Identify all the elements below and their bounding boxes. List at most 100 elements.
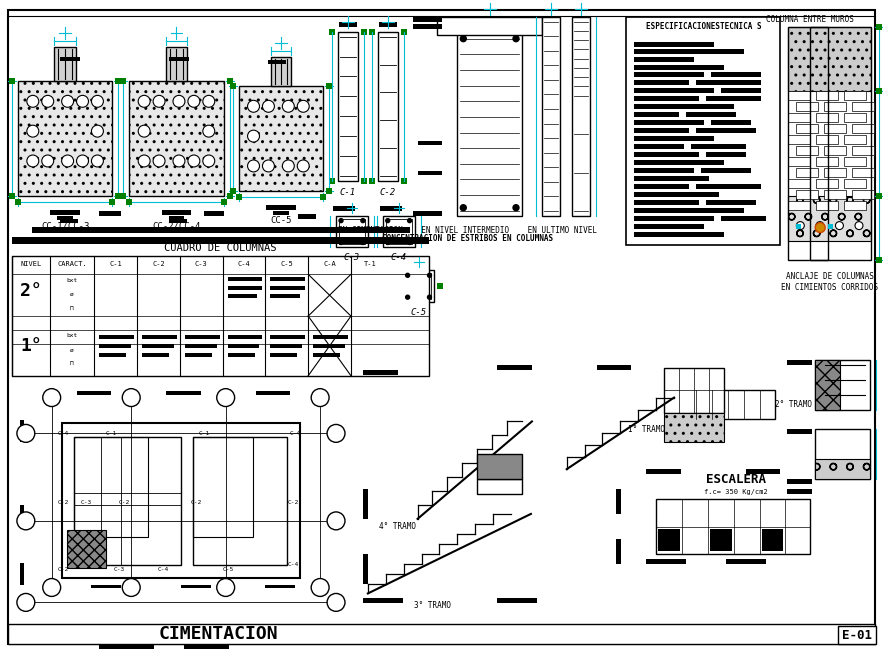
Text: ø: ø [69,292,74,297]
Bar [165,47,187,81]
Bar [226,79,233,85]
Bar [797,224,801,228]
Bar [91,584,122,588]
Circle shape [153,155,165,167]
Bar [711,73,760,77]
Bar [184,645,229,649]
Bar [185,344,217,348]
Circle shape [17,512,35,530]
Circle shape [17,424,35,442]
Bar [268,60,286,64]
Bar [417,171,442,175]
Bar [438,283,443,289]
Bar [844,135,866,144]
Bar [271,353,297,357]
Bar [162,210,192,215]
Bar [706,152,746,157]
Circle shape [17,594,35,611]
Bar [8,625,875,644]
Text: CONCENTRACION DE ESTRIBOS EN COLUMNAS: CONCENTRACION DE ESTRIBOS EN COLUMNAS [382,234,553,243]
Bar [369,178,375,184]
Text: ø: ø [69,348,74,352]
Bar [710,529,732,550]
Circle shape [202,155,215,167]
Circle shape [385,218,390,222]
Bar [789,135,810,144]
Circle shape [460,35,466,42]
Circle shape [123,388,140,407]
Circle shape [202,125,215,137]
Text: C-2: C-2 [119,501,130,506]
Bar [271,277,305,281]
Text: C-3: C-3 [344,253,360,262]
Text: COLUMNA ENTRE MUROS: COLUMNA ENTRE MUROS [766,15,854,24]
Bar [788,489,813,494]
Text: C-4: C-4 [289,431,301,436]
Bar [9,193,15,199]
Bar [130,81,224,195]
Bar [115,193,122,199]
Bar [634,224,704,228]
Circle shape [297,160,309,172]
Bar [852,146,874,155]
Bar [572,17,590,216]
Circle shape [27,125,39,137]
Circle shape [408,241,412,245]
Bar [413,211,442,216]
Circle shape [139,95,150,108]
Bar [169,218,186,222]
Bar [721,216,765,220]
Circle shape [123,579,140,596]
Bar [634,42,714,47]
Text: f.c= 350 Kg/cm2: f.c= 350 Kg/cm2 [704,489,767,495]
Text: ANCLAJE DE COLUMNAS
EN CIMIENTOS CORRIDOS: ANCLAJE DE COLUMNAS EN CIMIENTOS CORRIDO… [781,272,878,292]
Text: B: B [24,516,28,525]
Circle shape [91,155,103,167]
Bar [169,56,189,60]
Bar [193,438,252,537]
Bar [313,353,340,357]
Circle shape [248,160,259,172]
Circle shape [42,95,53,108]
Bar [634,81,689,85]
Bar [634,168,694,173]
Circle shape [385,241,390,245]
Text: C-4: C-4 [238,261,250,268]
Bar [221,199,226,205]
Text: 1': 1' [47,583,56,592]
Text: 4: 4 [318,583,322,592]
Bar [230,188,235,194]
Circle shape [339,241,343,245]
Bar [142,344,174,348]
Bar [339,22,357,27]
Bar [789,179,810,188]
Bar [406,274,432,299]
Bar [711,120,750,125]
Circle shape [513,35,519,42]
Bar [789,113,810,122]
Bar [298,214,316,218]
Bar [746,469,781,474]
Bar [664,413,724,442]
Bar [12,256,430,376]
Bar [51,210,80,215]
Bar [789,27,871,91]
Bar [61,423,300,577]
Bar [266,584,296,588]
Circle shape [173,95,185,108]
Bar [816,201,838,210]
Bar [701,168,750,173]
Bar [696,390,775,419]
Bar [634,49,743,54]
Bar [656,499,810,554]
Bar [227,286,263,290]
Bar [379,22,397,27]
Bar [815,359,870,409]
Bar [762,529,783,550]
Bar [824,102,846,112]
Bar [235,194,242,199]
Text: C-2: C-2 [58,501,69,506]
Bar [634,208,743,213]
Bar [788,430,813,434]
Bar [329,178,335,184]
